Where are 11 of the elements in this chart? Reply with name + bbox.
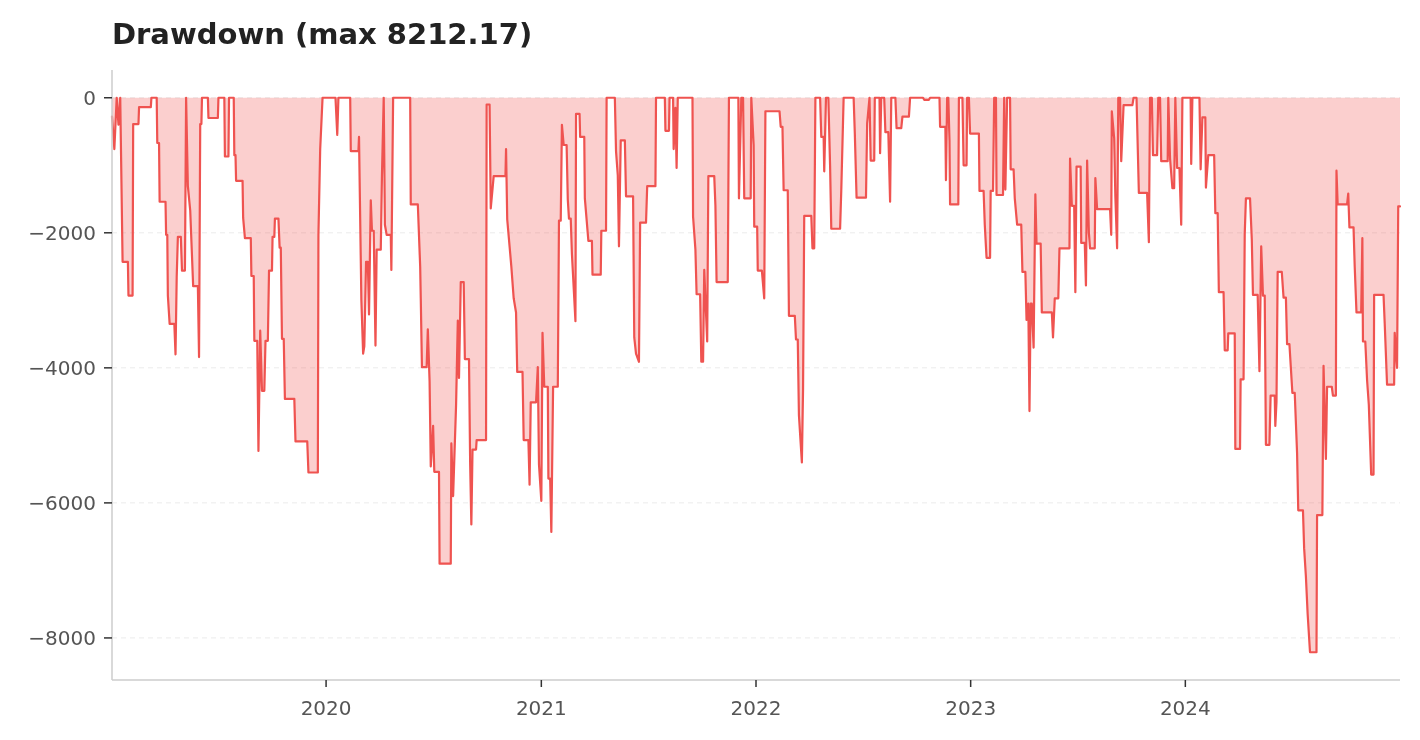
y-tick-label: −4000 bbox=[28, 355, 96, 380]
y-tick-label: 0 bbox=[83, 85, 96, 110]
y-tick-label: −8000 bbox=[28, 625, 96, 650]
y-tick-label: −2000 bbox=[28, 220, 96, 245]
y-tick-label: −6000 bbox=[28, 490, 96, 515]
x-tick-label: 2020 bbox=[300, 696, 352, 720]
x-tick-label: 2023 bbox=[945, 696, 997, 720]
x-tick-label: 2024 bbox=[1159, 696, 1211, 720]
x-tick-label: 2021 bbox=[515, 696, 567, 720]
chart-title: Drawdown (max 8212.17) bbox=[112, 17, 533, 51]
x-tick-label: 2022 bbox=[730, 696, 782, 720]
